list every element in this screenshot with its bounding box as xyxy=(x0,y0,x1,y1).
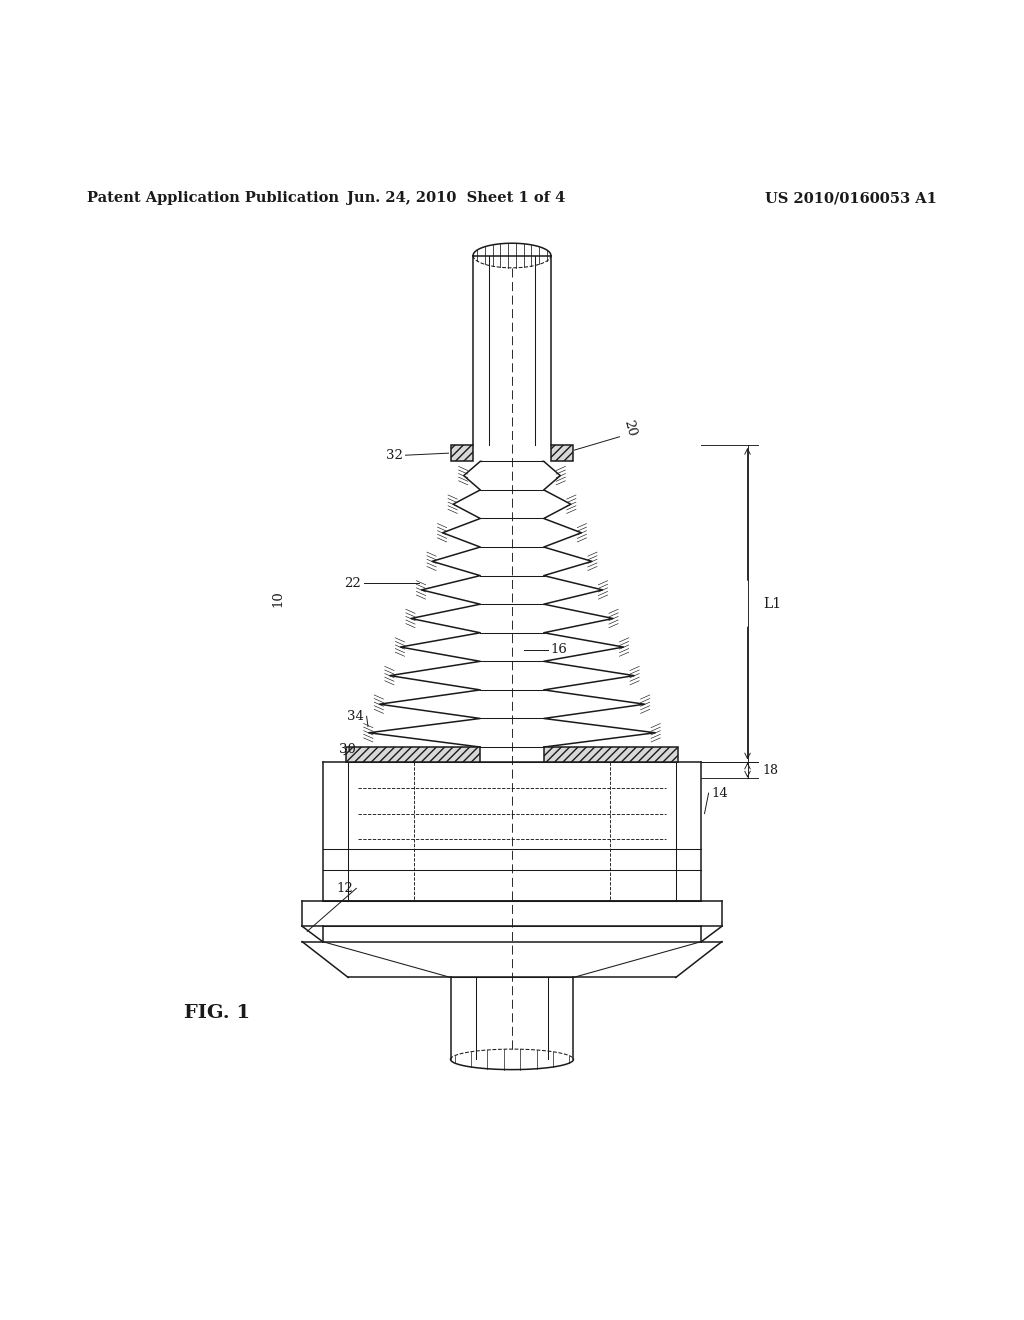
Bar xyxy=(451,445,473,462)
Text: Patent Application Publication: Patent Application Publication xyxy=(87,191,339,205)
Text: 20: 20 xyxy=(622,418,638,438)
Bar xyxy=(346,747,480,763)
Text: 18: 18 xyxy=(763,763,779,776)
Text: 22: 22 xyxy=(344,577,360,590)
Text: 14: 14 xyxy=(712,787,728,800)
Text: 32: 32 xyxy=(386,449,402,462)
Text: L1: L1 xyxy=(763,597,781,611)
Bar xyxy=(551,445,573,462)
Text: 10: 10 xyxy=(271,590,285,607)
Text: US 2010/0160053 A1: US 2010/0160053 A1 xyxy=(765,191,937,205)
Bar xyxy=(544,747,678,763)
Text: 30: 30 xyxy=(340,743,356,755)
Text: 16: 16 xyxy=(551,643,567,656)
Text: 34: 34 xyxy=(347,710,364,723)
Text: Jun. 24, 2010  Sheet 1 of 4: Jun. 24, 2010 Sheet 1 of 4 xyxy=(346,191,565,205)
Text: 12: 12 xyxy=(337,882,353,895)
Text: FIG. 1: FIG. 1 xyxy=(184,1005,251,1022)
